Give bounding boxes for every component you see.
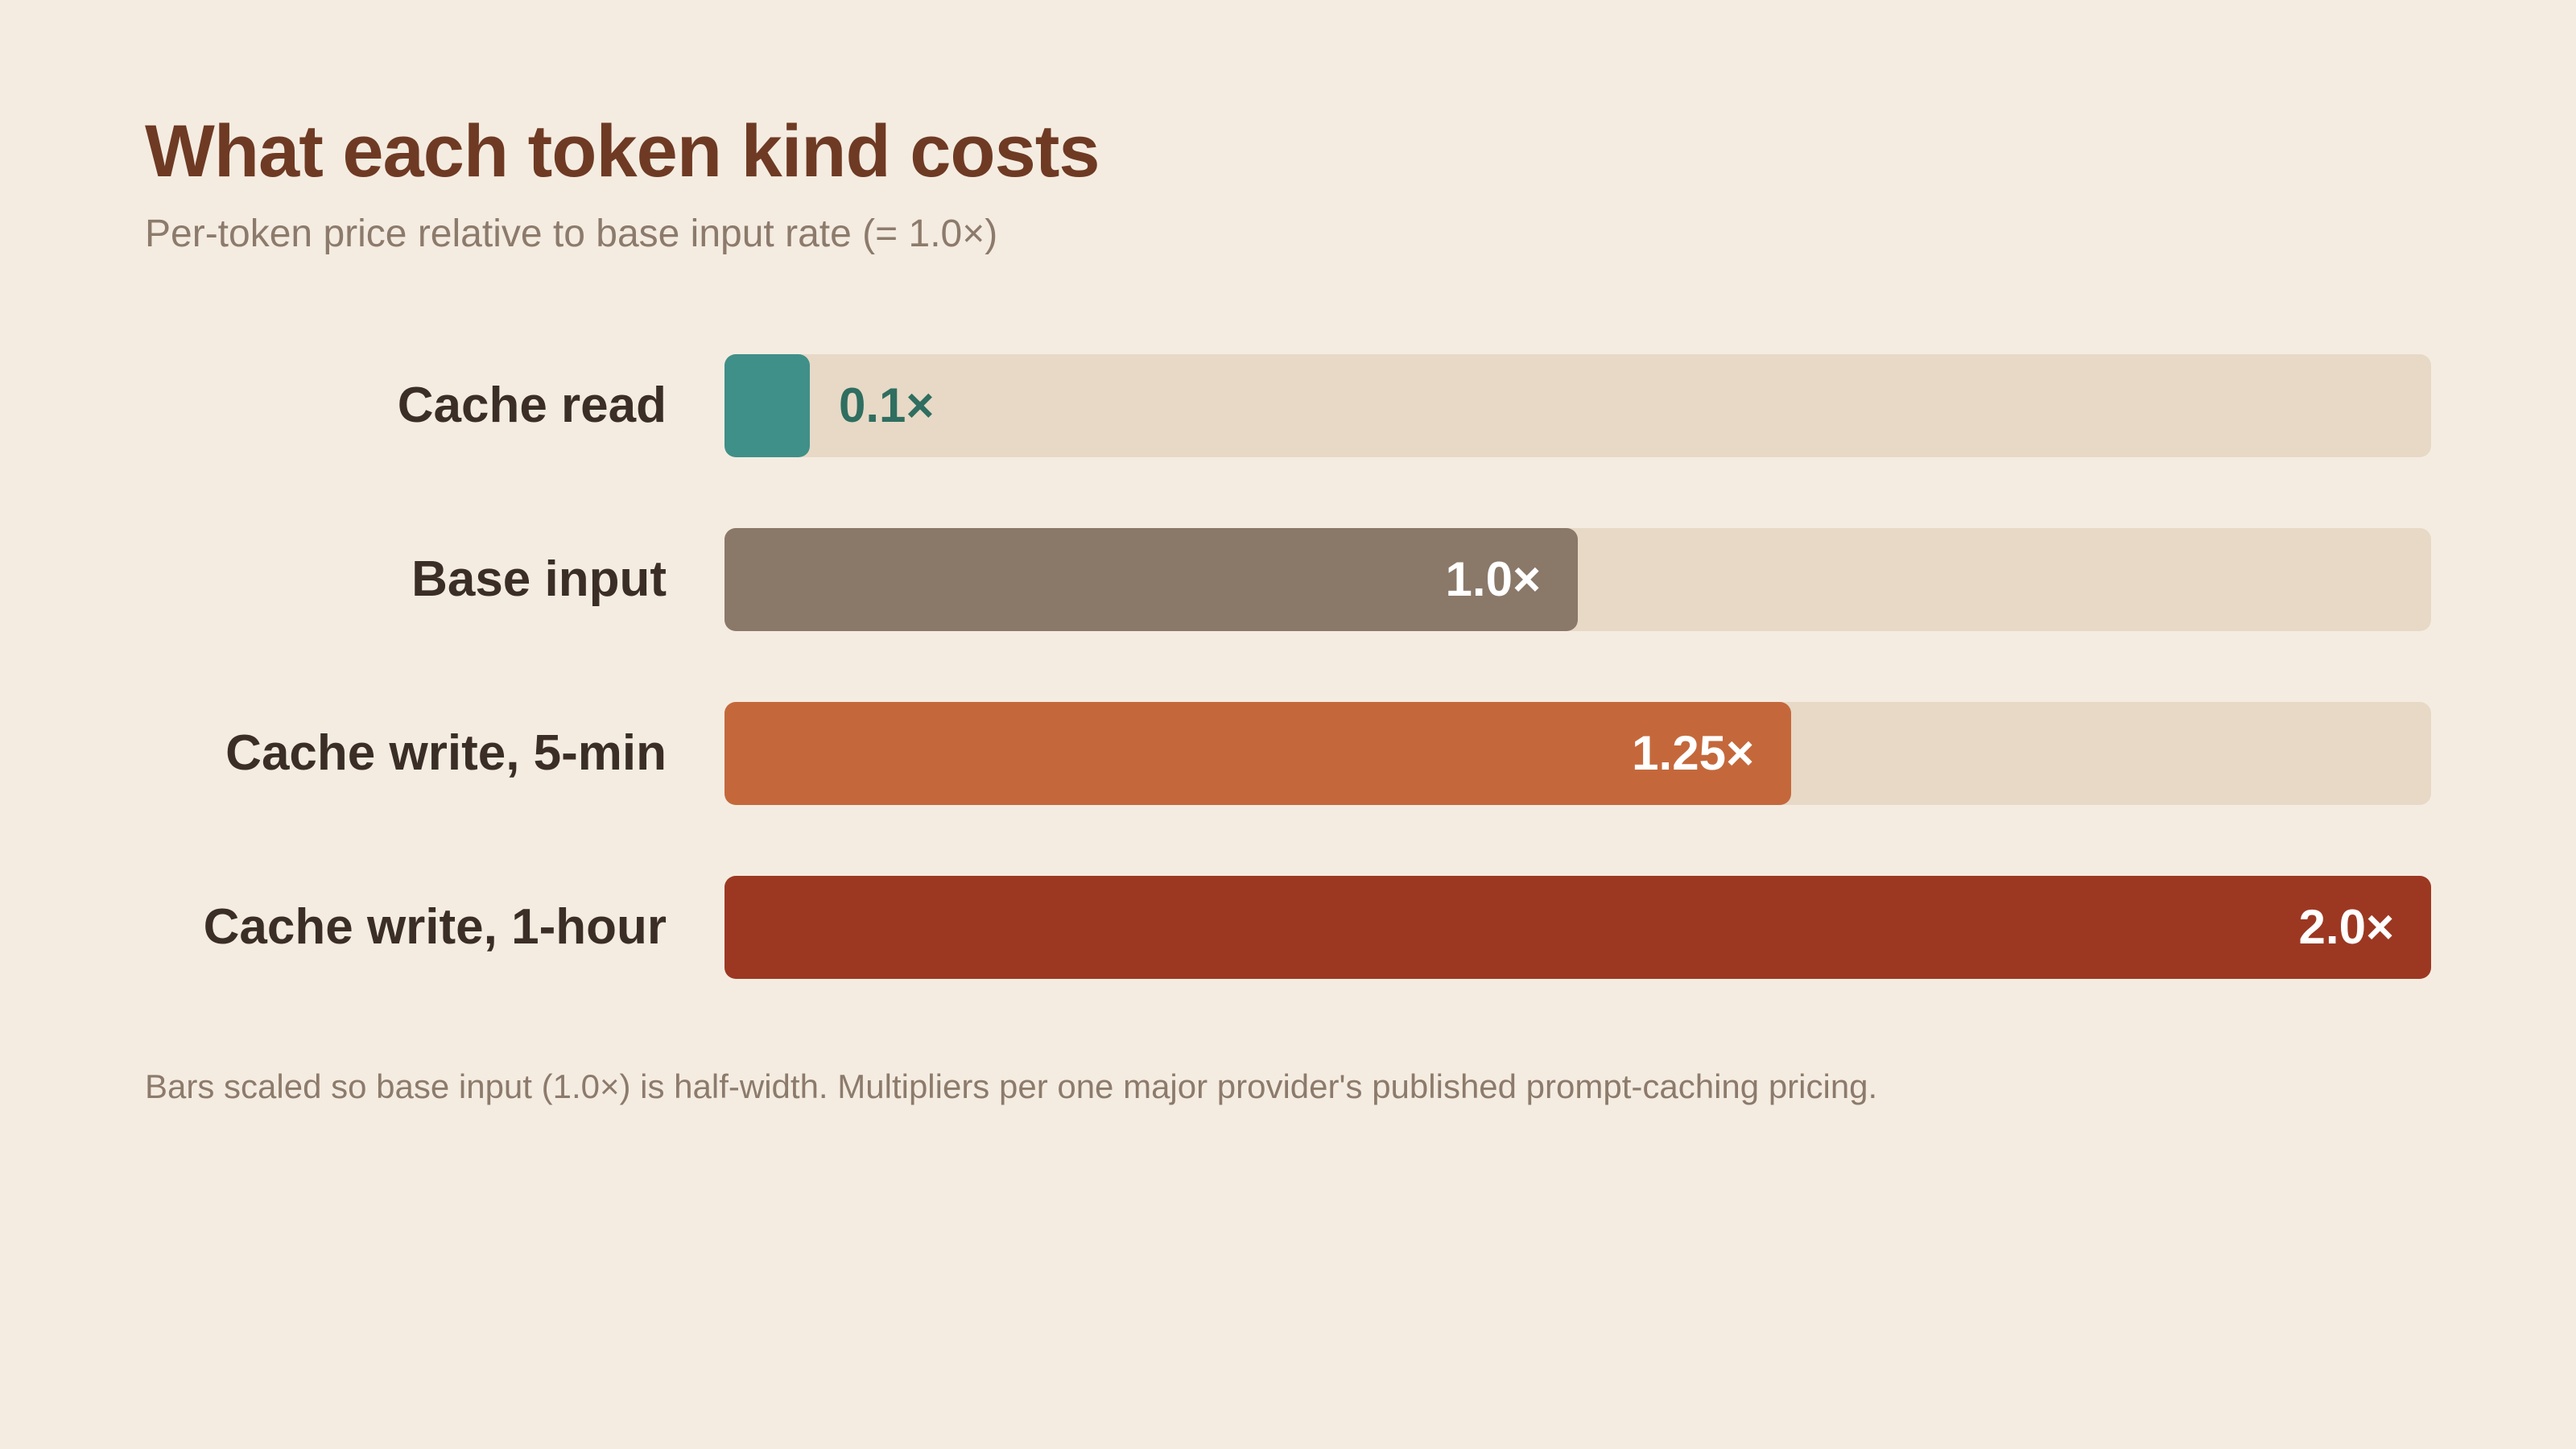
bar [724, 876, 2431, 979]
bar-row-base-input: Base input 1.0× [0, 528, 2576, 631]
value-label: 1.0× [1445, 552, 1541, 606]
category-label: Cache read [397, 378, 667, 433]
bar-track: 0.1× [724, 354, 2431, 457]
category-label: Cache write, 5-min [225, 725, 667, 781]
bar-row-cache-write-1-hour: Cache write, 1-hour 2.0× [0, 876, 2576, 979]
bar [724, 528, 1578, 631]
bar-track: 1.25× [724, 702, 2431, 805]
value-label: 0.1× [839, 378, 935, 432]
bar [724, 354, 810, 457]
category-label: Cache write, 1-hour [203, 899, 667, 955]
bar [724, 702, 1791, 805]
bar-track: 2.0× [724, 876, 2431, 979]
chart-subtitle: Per-token price relative to base input r… [145, 213, 998, 255]
chart-footnote: Bars scaled so base input (1.0×) is half… [145, 1067, 1878, 1105]
bar-row-cache-read: Cache read 0.1× [0, 354, 2576, 457]
bar-track: 1.0× [724, 528, 2431, 631]
bar-row-cache-write-5-min: Cache write, 5-min 1.25× [0, 702, 2576, 805]
value-label: 1.25× [1632, 726, 1754, 780]
category-label: Base input [411, 551, 667, 607]
chart-title: What each token kind costs [145, 110, 1100, 192]
value-label: 2.0× [2298, 900, 2394, 954]
